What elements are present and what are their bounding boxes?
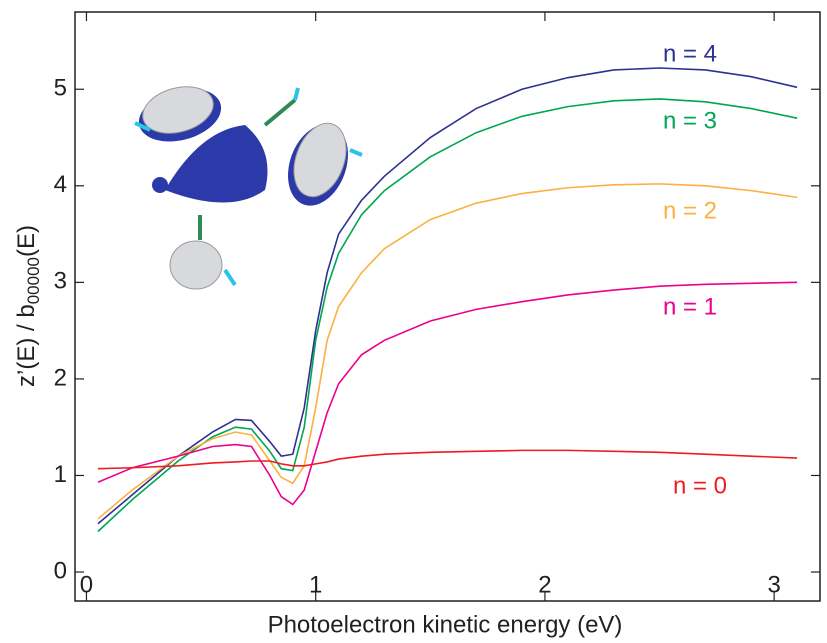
series-line: [98, 450, 797, 468]
series-label: n = 4: [663, 40, 717, 67]
series-label: n = 3: [663, 107, 717, 134]
molecule-image: [133, 79, 362, 289]
x-tick-label: 3: [767, 572, 780, 599]
y-axis-label-tail: (E): [13, 225, 40, 257]
y-tick-label: 2: [54, 364, 67, 391]
y-axis-label: z’(E) / b00000(E): [13, 225, 43, 387]
x-tick-label: 1: [309, 572, 322, 599]
y-tick-label: 3: [54, 268, 67, 295]
series-label: n = 2: [663, 197, 717, 224]
y-tick-label: 5: [54, 75, 67, 102]
x-tick-label: 0: [80, 572, 93, 599]
y-tick-label: 4: [54, 171, 67, 198]
chart: Photoelectron kinetic energy (eV) z’(E) …: [0, 0, 827, 643]
series-line: [98, 184, 797, 519]
y-axis-label-main: z’(E) / b: [13, 304, 40, 387]
y-tick-label: 0: [54, 557, 67, 584]
series-label: n = 0: [673, 472, 727, 499]
x-tick-label: 2: [538, 572, 551, 599]
series-label: n = 1: [663, 293, 717, 320]
y-tick-label: 1: [54, 461, 67, 488]
y-axis-label-sub: 00000: [24, 257, 43, 304]
x-axis-label: Photoelectron kinetic energy (eV): [268, 611, 623, 638]
